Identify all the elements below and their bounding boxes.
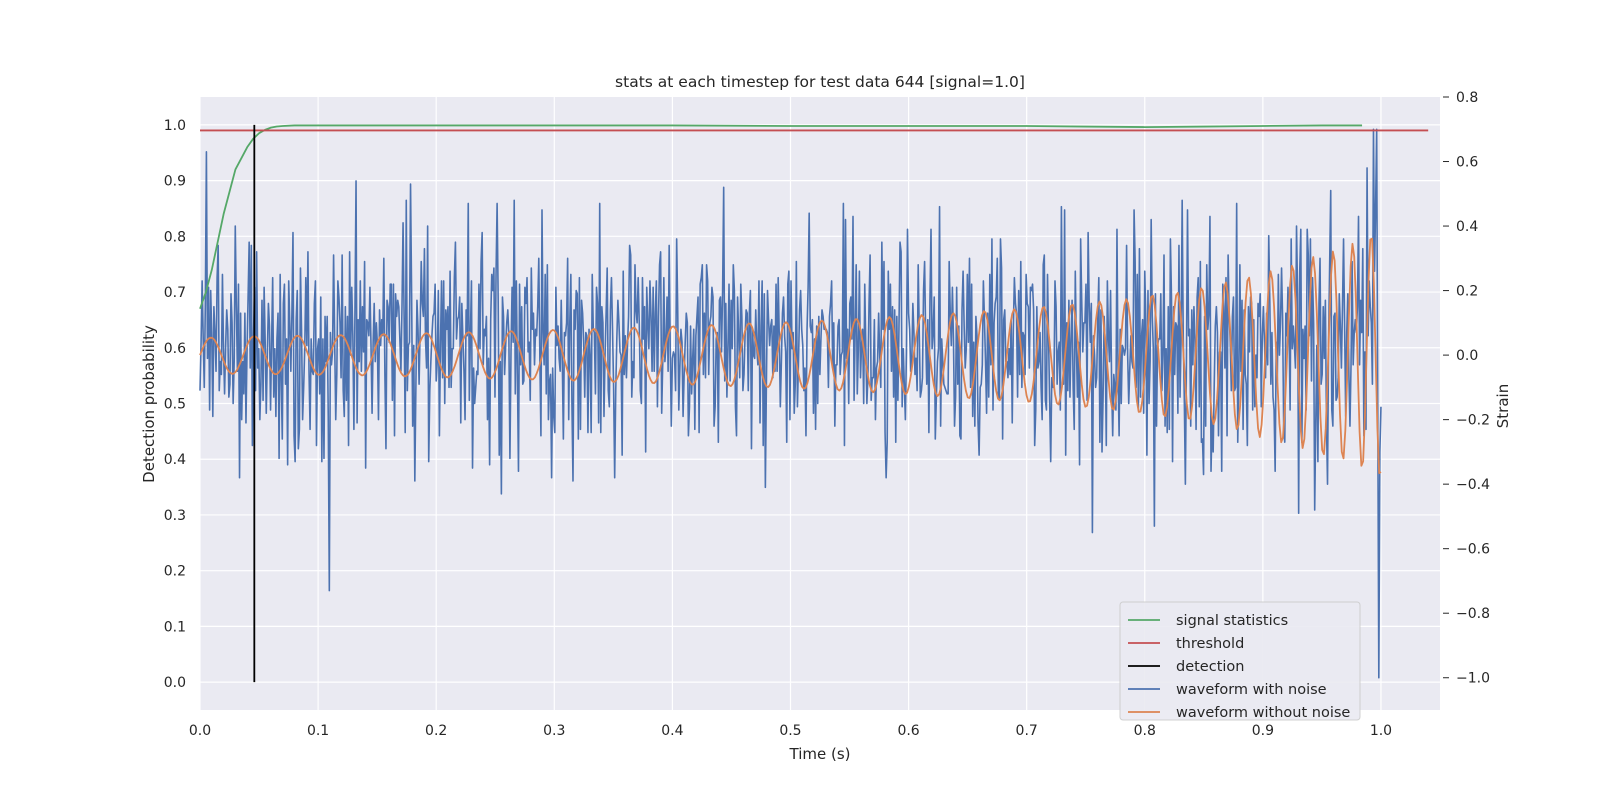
legend-label: waveform without noise xyxy=(1176,705,1350,721)
x-tick-label: 1.0 xyxy=(1370,723,1392,739)
x-tick-label: 0.2 xyxy=(425,723,447,739)
series-layer xyxy=(199,124,1429,683)
left-y-tick-label: 0.5 xyxy=(164,397,186,413)
x-tick-label: 0.8 xyxy=(1134,723,1156,739)
right-y-tick-label: −0.8 xyxy=(1456,606,1490,622)
right-y-tick-label: −0.6 xyxy=(1456,542,1490,558)
x-axis-label: Time (s) xyxy=(789,745,851,763)
legend-items: signal statistics threshold detection wavef… xyxy=(1128,613,1350,721)
right-y-axis: −1.0 −0.8 −0.6 −0.4 −0.2 0.0 0.2 0.4 0.6 0.8 xyxy=(1443,90,1490,687)
legend-label: signal statistics xyxy=(1176,613,1288,629)
left-y-tick-label: 0.6 xyxy=(164,341,186,357)
x-tick-label: 0.6 xyxy=(897,723,919,739)
x-axis: 0.0 0.1 0.2 0.3 0.4 0.5 0.6 0.7 0.8 0.9 1.0 xyxy=(189,723,1392,739)
x-tick-label: 0.7 xyxy=(1016,723,1038,739)
x-tick-label: 0.0 xyxy=(189,723,211,739)
left-y-tick-label: 0.3 xyxy=(164,508,186,524)
left-y-tick-label: 1.0 xyxy=(164,118,186,134)
series-line-waveform-with-noise xyxy=(199,128,1382,679)
legend-label: waveform with noise xyxy=(1176,682,1327,698)
x-tick-label: 0.1 xyxy=(307,723,329,739)
x-tick-label: 0.4 xyxy=(661,723,683,739)
left-y-tick-label: 0.9 xyxy=(164,174,186,190)
x-tick-label: 0.5 xyxy=(779,723,801,739)
legend: signal statistics threshold detection wavef… xyxy=(1119,601,1361,721)
left-y-tick-label: 0.7 xyxy=(164,285,186,301)
right-y-tick-label: 0.6 xyxy=(1456,155,1478,171)
right-y-tick-label: 0.4 xyxy=(1456,219,1478,235)
left-y-axis: 0.0 0.1 0.2 0.3 0.4 0.5 0.6 0.7 0.8 0.9 1.0 xyxy=(164,118,186,691)
legend-label: detection xyxy=(1176,659,1244,675)
left-y-tick-label: 0.0 xyxy=(164,675,186,691)
left-y-axis-label: Detection probability xyxy=(140,325,158,483)
right-y-tick-label: 0.0 xyxy=(1456,348,1478,364)
left-y-tick-label: 0.8 xyxy=(164,229,186,245)
x-tick-label: 0.9 xyxy=(1252,723,1274,739)
chart-title: stats at each timestep for test data 644… xyxy=(615,73,1025,91)
series-line-signal-statistics xyxy=(199,124,1363,310)
x-tick-label: 0.3 xyxy=(543,723,565,739)
right-y-tick-label: −1.0 xyxy=(1456,671,1490,687)
right-y-axis-label: Strain xyxy=(1494,384,1512,428)
right-y-tick-label: 0.8 xyxy=(1456,90,1478,106)
right-y-tick-label: −0.2 xyxy=(1456,413,1490,429)
legend-label: threshold xyxy=(1176,636,1244,652)
left-y-tick-label: 0.1 xyxy=(164,619,186,635)
right-y-tick-label: −0.4 xyxy=(1456,477,1490,493)
left-y-tick-label: 0.4 xyxy=(164,452,186,468)
legend-box xyxy=(1119,601,1361,721)
left-y-tick-label: 0.2 xyxy=(164,564,186,580)
right-y-tick-label: 0.2 xyxy=(1456,284,1478,300)
series-line-waveform-without-noise xyxy=(199,237,1382,475)
